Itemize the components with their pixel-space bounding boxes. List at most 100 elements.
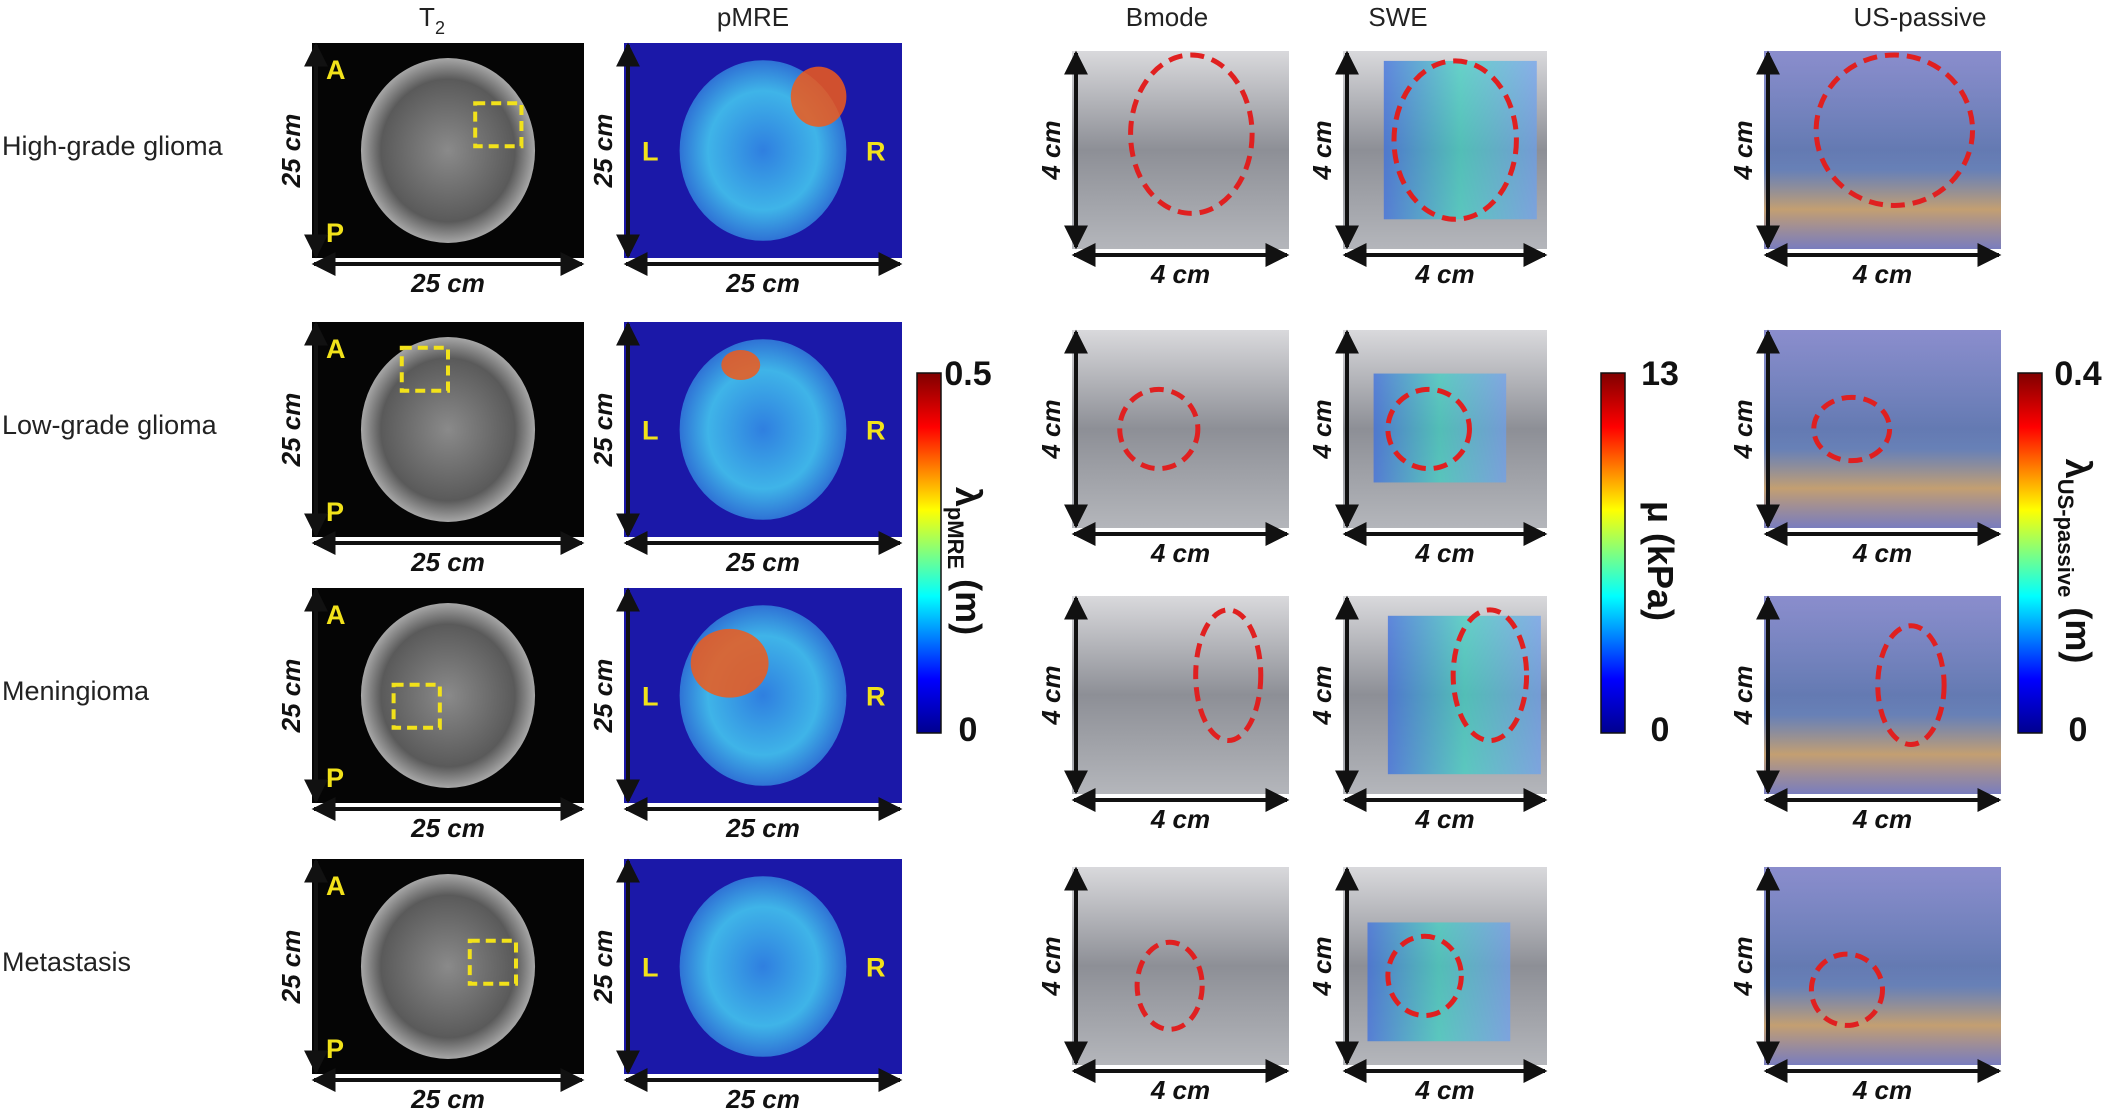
image-panel: 4 cm 4 cm: [1036, 329, 1290, 568]
passive-overlay: [1764, 51, 2001, 249]
lesion-outline: [1128, 52, 1255, 216]
roi-box: [399, 345, 451, 393]
orientation-label: A: [326, 600, 346, 630]
colorbar-symbol: λ: [948, 487, 989, 507]
scale-label: 4 cm: [1414, 259, 1474, 289]
colorbar-title: μ (kPa): [1640, 501, 1681, 621]
scale-label: 4 cm: [1036, 665, 1066, 725]
image-panel: 4 cm 4 cm: [1307, 329, 1548, 568]
scale-label: 25 cm: [588, 930, 618, 1005]
orientation-label: R: [866, 682, 886, 712]
orientation-label: L: [642, 137, 659, 167]
lesion-outline: [1391, 58, 1519, 222]
scale-label: 25 cm: [725, 268, 800, 298]
stiff-region: [690, 628, 769, 698]
colorbar-symbol: λ: [2058, 459, 2099, 479]
scale-label: 4 cm: [1728, 120, 1758, 180]
lesion-outline: [1193, 607, 1264, 744]
colorbar-unit: (m): [2058, 597, 2099, 663]
scale-label: 4 cm: [1150, 1075, 1210, 1105]
row-label: Metastasis: [2, 947, 131, 977]
scale-label: 25 cm: [588, 393, 618, 468]
orientation-label: L: [642, 953, 659, 983]
column-header: pMRE: [717, 2, 789, 32]
image-panel: 4 cm 4 cm: [1307, 866, 1548, 1105]
scale-label: 25 cm: [410, 813, 485, 843]
scale-label: 4 cm: [1036, 399, 1066, 459]
image-panel: A P 25 cm 25 cm: [276, 858, 585, 1114]
orientation-label: R: [866, 137, 886, 167]
scale-label: 25 cm: [276, 393, 306, 468]
column-header-text: Bmode: [1126, 2, 1208, 32]
scale-label: 4 cm: [1036, 936, 1066, 996]
elastography-overlay: [1383, 60, 1537, 220]
brain-map: [679, 876, 847, 1057]
brain-map: [679, 339, 847, 520]
scale-label: 25 cm: [588, 659, 618, 734]
colorbar-max: 0.4: [2054, 355, 2101, 393]
image-panel: 4 cm 4 cm: [1036, 866, 1290, 1105]
passive-overlay: [1764, 596, 2001, 794]
roi-box: [473, 101, 524, 149]
colorbar-unit: (m): [948, 569, 989, 635]
scale-label: 4 cm: [1150, 259, 1210, 289]
ultrasound-background: [1072, 51, 1289, 249]
lesion-outline: [1134, 939, 1205, 1032]
ultrasound-background: [1072, 867, 1289, 1065]
image-panel: 4 cm 4 cm: [1036, 595, 1290, 834]
scale-label: 4 cm: [1728, 665, 1758, 725]
lesion-outline: [1385, 386, 1472, 472]
column-header: T2: [419, 2, 445, 38]
orientation-label: L: [642, 682, 659, 712]
image-panel: 4 cm 4 cm: [1728, 866, 2002, 1105]
scale-label: 4 cm: [1150, 538, 1210, 568]
column-header-text: US-passive: [1854, 2, 1987, 32]
column-header: US-passive: [1854, 2, 1987, 32]
image-panel: 4 cm 4 cm: [1728, 50, 2002, 289]
scale-label: 25 cm: [276, 114, 306, 189]
scale-label: 25 cm: [725, 813, 800, 843]
scale-label: 25 cm: [276, 930, 306, 1005]
elastography-overlay: [1387, 615, 1541, 775]
scale-label: 4 cm: [1307, 936, 1337, 996]
colorbar-symbol: μ: [1640, 501, 1681, 523]
scale-label: 4 cm: [1307, 120, 1337, 180]
stiff-region: [790, 66, 847, 127]
colorbar-title: λpMRE (m): [943, 487, 989, 635]
ultrasound-background: [1072, 330, 1289, 528]
colorbar: [916, 372, 942, 734]
orientation-label: P: [326, 1034, 344, 1064]
orientation-label: A: [326, 871, 346, 901]
scale-label: 25 cm: [410, 268, 485, 298]
colorbar: [2017, 372, 2043, 734]
image-panel: L R 25 cm 25 cm: [588, 858, 903, 1114]
scale-label: 4 cm: [1036, 120, 1066, 180]
roi-box: [467, 938, 519, 986]
row-label: High-grade glioma: [2, 131, 224, 161]
lesion-outline: [1117, 386, 1201, 472]
passive-overlay: [1764, 867, 2001, 1065]
lesion-outline: [1385, 933, 1464, 1019]
column-header-text: T: [419, 2, 435, 32]
image-panel: L R 25 cm 25 cm: [588, 42, 903, 298]
orientation-label: L: [642, 416, 659, 446]
column-header-text: pMRE: [717, 2, 789, 32]
orientation-label: R: [866, 416, 886, 446]
image-panel: A P 25 cm 25 cm: [276, 42, 585, 298]
scale-label: 25 cm: [725, 547, 800, 577]
passive-overlay: [1764, 330, 2001, 528]
scale-label: 25 cm: [410, 1084, 485, 1114]
stiff-region: [721, 349, 761, 381]
brain: [360, 603, 536, 788]
column-header: Bmode: [1126, 2, 1208, 32]
image-panel: 4 cm 4 cm: [1307, 50, 1548, 289]
image-panel: A P 25 cm 25 cm: [276, 587, 585, 843]
scale-label: 4 cm: [1852, 1075, 1912, 1105]
image-panel: 4 cm 4 cm: [1036, 50, 1290, 289]
brain-map: [679, 605, 847, 786]
scale-label: 4 cm: [1414, 1075, 1474, 1105]
brain: [360, 874, 536, 1059]
scale-label: 25 cm: [725, 1084, 800, 1114]
row-label: Low-grade glioma: [2, 410, 218, 440]
